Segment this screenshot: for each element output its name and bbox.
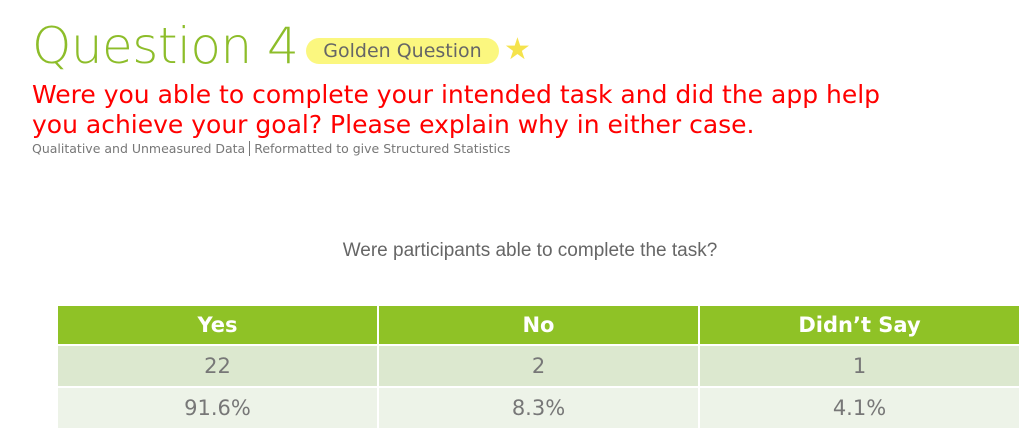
column-header-no: No — [377, 304, 700, 346]
divider — [249, 141, 251, 156]
percent-didnt-say: 4.1% — [698, 386, 1021, 430]
subtitle-left: Qualitative and Unmeasured Data — [32, 141, 246, 156]
table-row-counts: 22 2 1 — [56, 344, 1021, 388]
table-row-percents: 91.6% 8.3% 4.1% — [56, 386, 1021, 430]
column-header-yes: Yes — [56, 304, 379, 346]
golden-question-badge: Golden Question — [306, 38, 499, 64]
results-table: Yes No Didn’t Say 22 2 1 91.6% 8.3% 4.1% — [56, 304, 1021, 430]
question-text: Were you able to complete your intended … — [32, 80, 881, 139]
subtitle-right: Reformatted to give Structured Statistic… — [254, 141, 511, 156]
count-didnt-say: 1 — [698, 344, 1021, 388]
header-row: Yes No Didn’t Say — [56, 304, 1021, 346]
count-no: 2 — [377, 344, 700, 388]
percent-yes: 91.6% — [56, 386, 379, 430]
column-header-didnt-say: Didn’t Say — [698, 304, 1021, 346]
count-yes: 22 — [56, 344, 379, 388]
table-caption: Were participants able to complete the t… — [342, 240, 718, 261]
star-icon: ★ — [504, 33, 531, 66]
page-title: Question 4 — [32, 17, 299, 75]
subtitle: Qualitative and Unmeasured Data Reformatt… — [32, 141, 510, 156]
percent-no: 8.3% — [377, 386, 700, 430]
